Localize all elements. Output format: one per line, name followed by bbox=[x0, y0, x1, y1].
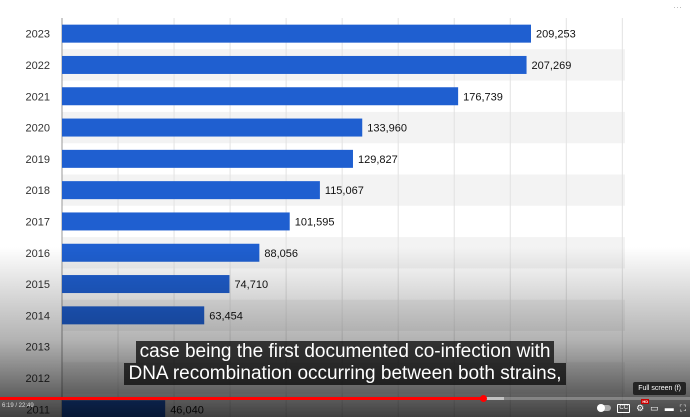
subtitles-icon[interactable]: CC bbox=[617, 403, 631, 413]
y-tick-label: 2015 bbox=[26, 279, 50, 291]
progress-bar[interactable] bbox=[0, 395, 690, 402]
caption-window[interactable]: case being the first documented co-infec… bbox=[0, 341, 690, 385]
bar bbox=[62, 118, 363, 137]
theater-mode-icon[interactable]: ▬ bbox=[664, 403, 674, 413]
data-label: 101,595 bbox=[295, 216, 335, 228]
miniplayer-icon[interactable]: ▭ bbox=[650, 403, 659, 413]
autoplay-toggle-icon[interactable] bbox=[597, 404, 612, 412]
y-tick-label: 2014 bbox=[26, 310, 50, 322]
bar bbox=[62, 87, 459, 106]
bar bbox=[62, 400, 166, 417]
caption-line-1: case being the first documented co-infec… bbox=[135, 341, 555, 363]
data-label: 115,067 bbox=[325, 185, 364, 197]
y-tick-label: 2021 bbox=[26, 91, 50, 103]
data-label: 63,454 bbox=[209, 310, 243, 322]
bar bbox=[62, 275, 230, 294]
bar bbox=[62, 306, 205, 325]
y-tick-label: 2019 bbox=[26, 154, 50, 166]
data-label: 176,739 bbox=[463, 91, 503, 103]
y-tick-label: 2023 bbox=[26, 29, 50, 41]
progress-played bbox=[0, 397, 483, 400]
more-options-icon[interactable]: ⋯ bbox=[673, 2, 682, 12]
caption-line-2: DNA recombination occurring between both… bbox=[124, 363, 566, 385]
settings-gear-icon[interactable]: ⚙ HD bbox=[636, 399, 650, 413]
hd-badge: HD bbox=[641, 399, 650, 404]
bar bbox=[62, 212, 290, 231]
fullscreen-tooltip: Full screen (f) bbox=[633, 382, 686, 395]
data-label: 207,269 bbox=[532, 60, 572, 72]
bar bbox=[62, 181, 320, 200]
bar bbox=[62, 243, 260, 262]
fullscreen-icon[interactable]: ⛶ bbox=[679, 403, 686, 413]
time-display: 6:19 / 22:49 bbox=[2, 403, 34, 409]
y-tick-label: 2022 bbox=[26, 60, 50, 72]
progress-buffered bbox=[483, 397, 504, 400]
y-tick-label: 2017 bbox=[26, 216, 50, 228]
y-tick-label: 2020 bbox=[26, 123, 50, 135]
y-tick-label: 2018 bbox=[26, 185, 50, 197]
data-label: 133,960 bbox=[367, 123, 407, 135]
bar bbox=[62, 24, 531, 43]
y-tick-label: 2016 bbox=[26, 248, 50, 260]
bar bbox=[62, 149, 353, 168]
right-controls: CC ⚙ HD ▭ ▬ ⛶ bbox=[597, 399, 686, 414]
data-label: 74,710 bbox=[234, 279, 268, 291]
data-label: 88,056 bbox=[264, 248, 298, 260]
data-label: 46,040 bbox=[170, 404, 204, 416]
bar bbox=[62, 55, 527, 74]
data-label: 129,827 bbox=[358, 154, 398, 166]
scrubber-handle[interactable] bbox=[480, 395, 487, 402]
data-label: 209,253 bbox=[536, 29, 576, 41]
